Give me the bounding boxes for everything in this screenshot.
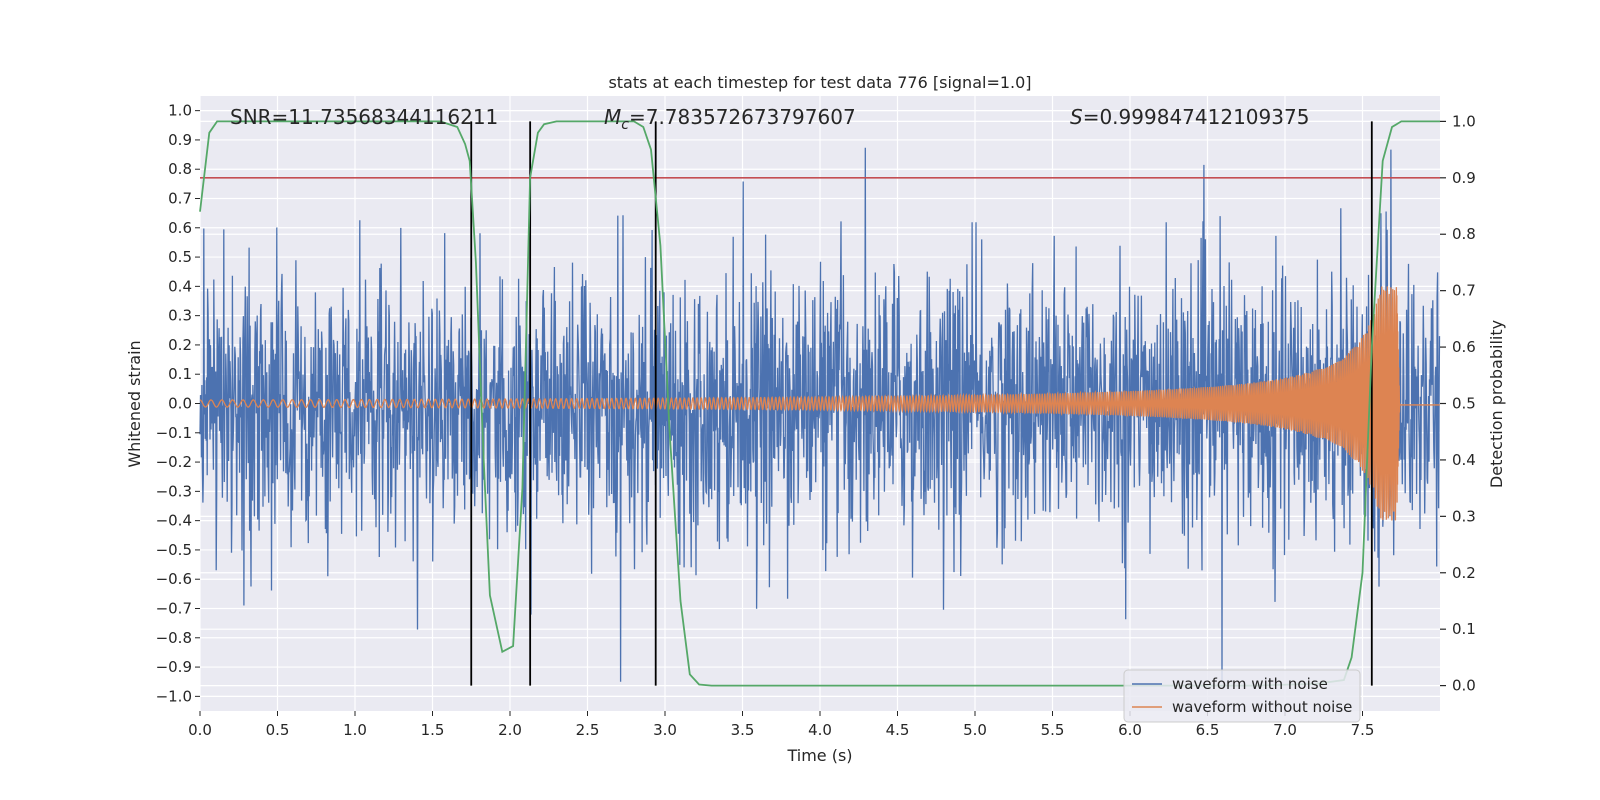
- y2-tick-label: 0.0: [1452, 677, 1476, 695]
- y-tick-label: −0.6: [156, 570, 192, 588]
- y-tick-label: 0.3: [168, 307, 192, 325]
- x-tick-label: 0.5: [266, 721, 290, 739]
- x-tick-label: 4.0: [808, 721, 832, 739]
- y2-tick-label: 0.2: [1452, 564, 1476, 582]
- y-tick-label: 1.0: [168, 102, 192, 120]
- x-tick-label: 7.5: [1351, 721, 1375, 739]
- y-tick-label: 0.1: [168, 365, 192, 383]
- y-tick-label: −0.9: [156, 658, 192, 676]
- y-tick-label: 0.4: [168, 277, 192, 295]
- y-tick-label: −0.8: [156, 629, 192, 647]
- legend-box: [1123, 669, 1361, 723]
- score-symbol: S: [1070, 105, 1083, 129]
- legend: waveform with noise waveform without noi…: [1123, 669, 1361, 723]
- y2-axis-label: Detection probability: [1487, 320, 1506, 488]
- x-tick-label: 3.5: [731, 721, 755, 739]
- y-tick-label: −1.0: [156, 687, 192, 705]
- y2-tick-label: 0.1: [1452, 620, 1476, 638]
- score-value: =0.999847412109375: [1083, 105, 1310, 129]
- y-tick-label: 0.7: [168, 190, 192, 208]
- y2-tick-label: 1.0: [1452, 112, 1476, 130]
- y2-tick-label: 0.3: [1452, 507, 1476, 525]
- axes-group: 0.0 0.5 1.0 1.5 2.0 2.5 3.0 3.5 4.0 4.5 5.0 5.5 6.0 6…: [156, 102, 1476, 739]
- y-tick-label: −0.3: [156, 482, 192, 500]
- y-axis-label: Whitened strain: [125, 340, 144, 467]
- legend-label-clean: waveform without noise: [1172, 698, 1352, 716]
- chirp-mass-value: =7.783572673797607: [629, 105, 856, 129]
- x-tick-label: 7.0: [1273, 721, 1297, 739]
- y-tick-label: 0.8: [168, 160, 192, 178]
- x-tick-label: 5.5: [1041, 721, 1065, 739]
- y2-tick-label: 0.8: [1452, 225, 1476, 243]
- legend-label-noisy: waveform with noise: [1172, 675, 1328, 693]
- y2-tick-label: 0.6: [1452, 338, 1476, 356]
- y-tick-label: −0.2: [156, 453, 192, 471]
- x-tick-label: 5.0: [963, 721, 987, 739]
- x-tick-label: 6.0: [1118, 721, 1142, 739]
- y-tick-label: −0.7: [156, 600, 192, 618]
- x-tick-label: 2.0: [498, 721, 522, 739]
- series-detection-probability: [199, 120, 1440, 687]
- chirp-mass-symbol: M: [604, 105, 621, 129]
- x-tick-label: 2.5: [576, 721, 600, 739]
- series-group: [199, 147, 1441, 682]
- x-axis-label: Time (s): [786, 746, 852, 765]
- y-tick-label: 0.6: [168, 219, 192, 237]
- y2-tick-label: 0.7: [1452, 282, 1476, 300]
- y2-tick-label: 0.9: [1452, 169, 1476, 187]
- snr-annotation: SNR=11.73568344116211: [230, 105, 498, 129]
- overlays-group: [199, 120, 1440, 687]
- x-tick-label: 4.5: [886, 721, 910, 739]
- y-tick-label: 0.0: [168, 395, 192, 413]
- x-tick-label: 0.0: [188, 721, 212, 739]
- chirp-mass-annotation: Mc=7.783572673797607: [604, 105, 856, 133]
- y2-tick-label: 0.4: [1452, 451, 1476, 469]
- x-tick-label: 1.0: [343, 721, 367, 739]
- chirp-mass-subscript: c: [621, 117, 629, 133]
- series-waveform-without-noise: [199, 286, 1440, 521]
- y2-tick-label: 0.5: [1452, 395, 1476, 413]
- score-annotation: S=0.999847412109375: [1070, 105, 1309, 129]
- chart-title: stats at each timestep for test data 776…: [608, 73, 1031, 92]
- x-tick-label: 3.0: [653, 721, 677, 739]
- series-waveform-with-noise: [199, 147, 1441, 682]
- y-tick-label: 0.9: [168, 131, 192, 149]
- y-tick-label: −0.1: [156, 424, 192, 442]
- y-tick-label: 0.2: [168, 336, 192, 354]
- y-tick-label: 0.5: [168, 248, 192, 266]
- x-tick-label: 1.5: [421, 721, 445, 739]
- x-tick-label: 6.5: [1196, 721, 1220, 739]
- y-tick-label: −0.5: [156, 541, 192, 559]
- y-tick-label: −0.4: [156, 512, 192, 530]
